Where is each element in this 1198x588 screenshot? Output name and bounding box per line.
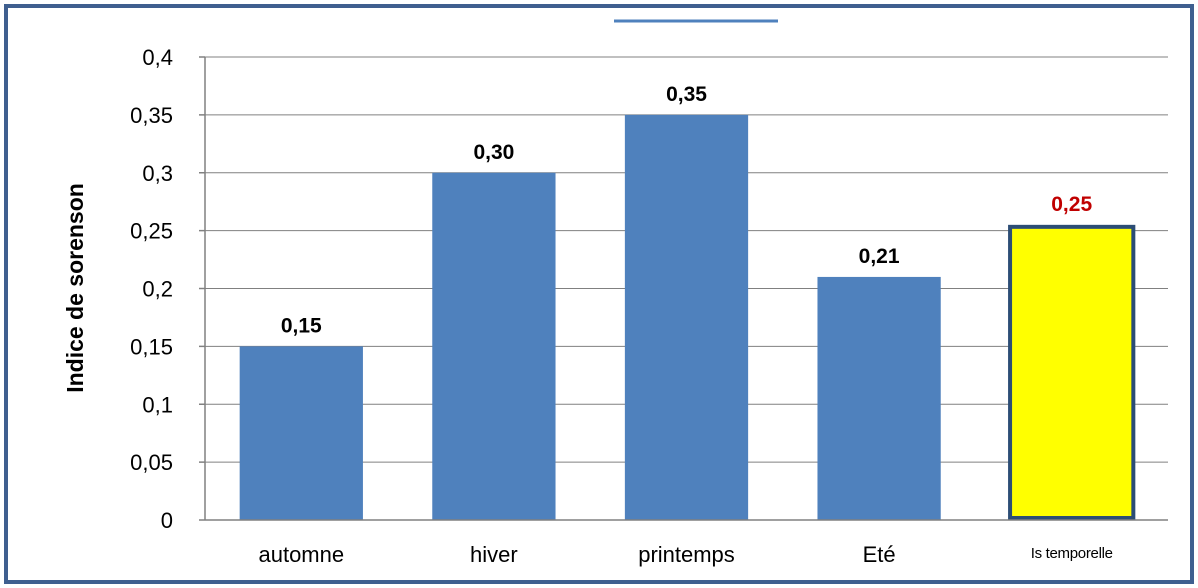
x-tick-label: automne: [258, 542, 344, 567]
bar-printemps: [624, 114, 749, 520]
y-tick-label: 0: [161, 508, 173, 533]
data-label: 0,35: [666, 83, 707, 106]
chart-frame-border: [4, 4, 1194, 584]
bar-hiver: [432, 172, 556, 520]
y-tick-label: 0,2: [142, 277, 173, 302]
y-tick-label: 0,35: [130, 103, 173, 128]
bars: [239, 114, 1136, 520]
bar-is-temporelle: [1008, 224, 1136, 520]
y-tick-label: 0,3: [142, 161, 173, 186]
x-tick-label: printemps: [638, 542, 735, 567]
x-tick-label: Is temporelle: [1031, 545, 1113, 562]
y-tick-label: 0,25: [130, 219, 173, 244]
bar-automne: [239, 346, 363, 520]
y-tick-label: 0,1: [142, 392, 173, 417]
gridlines: [205, 56, 1168, 463]
x-axis-labels: automne hiver printemps Eté Is temporelle: [258, 542, 1113, 567]
x-tick-label: hiver: [470, 542, 518, 567]
y-tick-label: 0,05: [130, 450, 173, 475]
data-label: 0,21: [859, 245, 900, 268]
data-label: 0,15: [281, 314, 322, 337]
x-tick-label: Eté: [863, 542, 896, 567]
data-labels: 0,15 0,30 0,35 0,21 0,25: [281, 83, 1093, 338]
y-tick-label: 0,4: [142, 45, 173, 70]
y-axis-ticks: 0 0,05 0,1 0,15 0,2 0,25 0,3 0,35 0,4: [130, 45, 205, 533]
y-tick-label: 0,15: [130, 334, 173, 359]
y-axis-title: Indice de sorenson: [62, 183, 88, 393]
data-label: 0,30: [473, 141, 514, 164]
data-label: 0,25: [1051, 193, 1092, 216]
bar-eté: [817, 276, 941, 520]
